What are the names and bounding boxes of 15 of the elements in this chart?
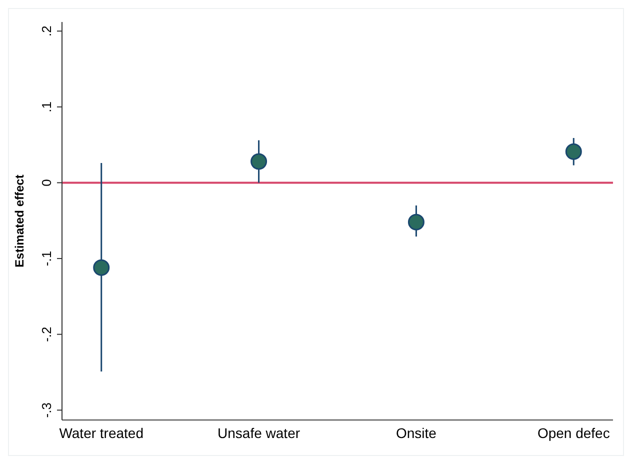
y-axis-title: Estimated effect (12, 174, 26, 268)
y-tick-label: -.1 (39, 250, 54, 266)
x-tick-label: Open defec (537, 424, 610, 441)
y-tick-label: -.3 (39, 402, 54, 418)
point (250, 153, 268, 170)
point (408, 214, 424, 230)
point (565, 143, 582, 160)
y-tick-label: 0 (39, 179, 54, 186)
point (93, 259, 110, 276)
x-tick-label: Onsite (396, 424, 437, 441)
y-tick-label: -.2 (39, 326, 54, 342)
x-tick-label: Water treated (59, 424, 144, 441)
x-tick-label: Unsafe water (218, 424, 300, 441)
y-tick-label: .2 (39, 26, 54, 37)
y-tick-label: .1 (39, 101, 54, 112)
